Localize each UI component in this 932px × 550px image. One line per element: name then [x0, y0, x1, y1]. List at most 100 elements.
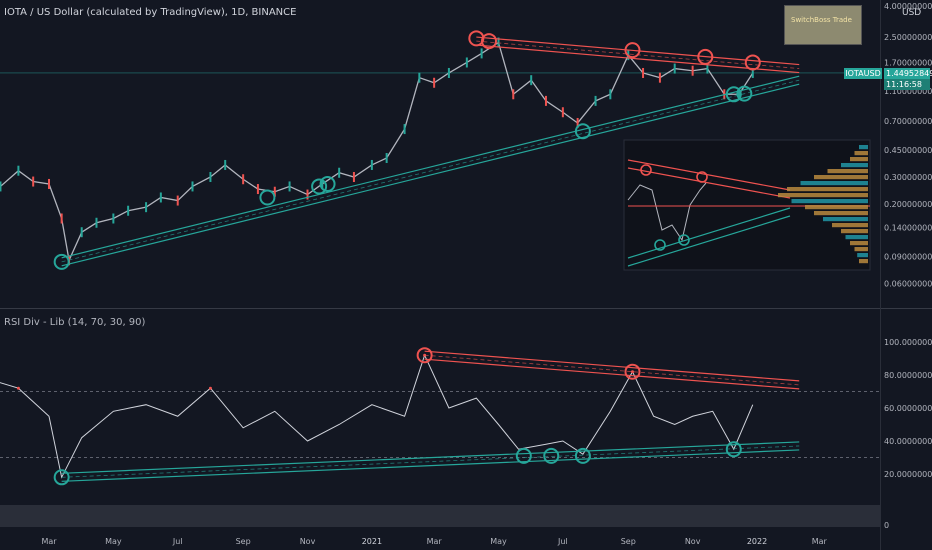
inset-support-touch — [654, 239, 666, 251]
time-tick-label: Mar — [812, 537, 828, 546]
inset-resistance-line — [627, 167, 791, 199]
time-tick-label: Nov — [300, 537, 316, 546]
rsi-resistance-line — [424, 350, 800, 382]
time-tick-label: Jul — [557, 537, 568, 546]
rsi-support-line — [61, 449, 800, 482]
price-resistance-line — [476, 44, 800, 74]
rsi-tick-label: 80.00000000 — [884, 371, 932, 380]
time-tick-label: Mar — [427, 537, 443, 546]
rsi-overbought-point — [208, 386, 212, 390]
rsi-pane — [0, 309, 880, 505]
time-tick-label: 2022 — [747, 537, 767, 546]
inset-volume-bar — [859, 259, 868, 264]
inset-volume-bar — [778, 193, 868, 198]
inset-resistance-touch — [640, 164, 652, 176]
rsi-tick-label: 20.00000000 — [884, 470, 932, 479]
rsi-overbought-point — [16, 386, 20, 390]
price-support-line — [61, 79, 800, 263]
inset-volume-bar — [805, 205, 868, 210]
inset-volume-bar — [814, 175, 868, 180]
inset-volume-bar — [791, 199, 868, 204]
inset-volume-bar — [800, 181, 868, 186]
inset-resistance-touch — [696, 171, 708, 183]
inset-volume-bar — [854, 247, 868, 252]
rsi-tick-label: 0 — [884, 521, 889, 530]
time-tick-label: May — [490, 537, 507, 546]
rsi-overbought-point — [630, 370, 634, 374]
inset-volume-bar — [841, 163, 868, 168]
price-tick-label: 1.10000000 — [884, 87, 932, 96]
time-tick-label: Jul — [172, 537, 183, 546]
inset-volume-bar — [850, 157, 868, 162]
inset-volume-bar — [850, 241, 868, 246]
rsi-tick-label: 100.00000000 — [884, 338, 932, 347]
price-tick-label: 0.09000000 — [884, 252, 932, 261]
inset-resistance-line — [627, 159, 791, 191]
symbol-title: IOTA / US Dollar (calculated by TradingV… — [4, 7, 297, 18]
rsi-tick-label: 40.00000000 — [884, 437, 932, 446]
price-tick-label: 0.70000000 — [884, 117, 932, 126]
price-support-touch — [259, 189, 276, 206]
inset-volume-bar — [823, 217, 868, 222]
time-tick-label: Mar — [41, 537, 57, 546]
rsi-support-touch — [515, 447, 532, 464]
inset-price-line — [627, 182, 707, 242]
price-resistance-touch — [624, 42, 641, 59]
price-tick-label: 0.06000000 — [884, 279, 932, 288]
price-support-touch — [319, 175, 336, 192]
inset-volume-bar — [854, 151, 868, 156]
time-tick-label: 2021 — [362, 537, 382, 546]
price-support-touch — [53, 253, 70, 270]
rsi-support-touch — [725, 441, 742, 458]
price-support-line — [61, 75, 800, 259]
price-series-line — [0, 41, 754, 263]
inset-volume-bar — [814, 211, 868, 216]
time-tick-label: Sep — [621, 537, 636, 546]
inset-preview — [623, 139, 871, 271]
watermark-logo-text: SwitchBoss Trade — [791, 16, 852, 24]
price-tick-label: 0.30000000 — [884, 173, 932, 182]
time-tick-label: May — [105, 537, 122, 546]
price-tick-label: 2.50000000 — [884, 33, 932, 42]
inset-volume-bar — [859, 145, 868, 150]
rsi-indicator-title[interactable]: RSI Div - Lib (14, 70, 30, 90) — [4, 317, 146, 328]
inset-support-line — [627, 215, 791, 267]
last-price-tag: 1.44952849 — [884, 68, 932, 79]
rsi-support-touch — [53, 469, 70, 486]
price-resistance-touch — [480, 33, 497, 50]
currency-label: USD — [902, 8, 922, 18]
price-tick-label: 1.70000000 — [884, 58, 932, 67]
price-resistance-touch — [744, 54, 761, 71]
price-support-touch — [311, 178, 328, 195]
inset-volume-bar — [827, 169, 868, 174]
price-tick-label: 4.00000000 — [884, 2, 932, 11]
inset-support-line — [627, 207, 791, 259]
inset-volume-bar — [841, 229, 868, 234]
inset-volume-bar — [832, 223, 868, 228]
price-tick-label: 0.45000000 — [884, 146, 932, 155]
rsi-resistance-touch — [624, 363, 641, 380]
price-support-line — [61, 83, 800, 267]
inset-volume-bar — [857, 253, 868, 258]
watermark-logo: SwitchBoss Trade — [784, 5, 862, 45]
price-support-touch — [725, 86, 742, 103]
rsi-support-touch — [574, 447, 591, 464]
time-tick-label: Nov — [685, 537, 701, 546]
price-resistance-touch — [697, 48, 714, 65]
rsi-bottom-band — [0, 505, 880, 527]
inset-support-touch — [678, 234, 690, 246]
rsi-resistance-touch — [416, 347, 433, 364]
inset-volume-bar — [787, 187, 868, 192]
rsi-support-line — [61, 441, 800, 474]
price-support-touch — [574, 123, 591, 140]
bar-countdown-tag: 11:16:58 — [884, 79, 930, 90]
time-tick-label: Sep — [236, 537, 251, 546]
price-tick-label: 0.14000000 — [884, 223, 932, 232]
price-tick-label: 0.20000000 — [884, 200, 932, 209]
rsi-resistance-line — [424, 358, 800, 390]
symbol-price-tag: IOTAUSD — [844, 68, 882, 79]
rsi-tick-label: 60.00000000 — [884, 404, 932, 413]
rsi-support-touch — [543, 447, 560, 464]
price-support-touch — [736, 85, 753, 102]
